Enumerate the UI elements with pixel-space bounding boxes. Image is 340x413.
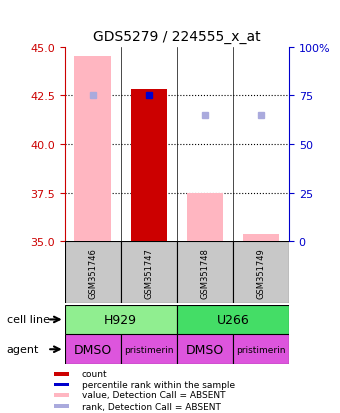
Text: pristimerin: pristimerin [124, 345, 173, 354]
Bar [121, 335, 177, 364]
Text: GSM351746: GSM351746 [88, 247, 97, 298]
Bar [187, 193, 223, 242]
Bar [54, 404, 69, 408]
Bar [121, 242, 177, 304]
Text: DMSO: DMSO [186, 343, 224, 356]
Bar [233, 242, 289, 304]
Bar [65, 305, 177, 335]
Text: DMSO: DMSO [73, 343, 112, 356]
Text: value, Detection Call = ABSENT: value, Detection Call = ABSENT [82, 390, 225, 399]
Bar [54, 382, 69, 387]
Bar [74, 57, 111, 242]
Bar [177, 335, 233, 364]
Bar [177, 305, 289, 335]
Text: rank, Detection Call = ABSENT: rank, Detection Call = ABSENT [82, 402, 220, 411]
Text: H929: H929 [104, 313, 137, 326]
Bar [243, 235, 279, 242]
Text: U266: U266 [217, 313, 249, 326]
Text: agent: agent [7, 344, 39, 354]
Text: percentile rank within the sample: percentile rank within the sample [82, 380, 235, 389]
Text: GSM351747: GSM351747 [144, 247, 153, 298]
Bar [233, 335, 289, 364]
Text: pristimerin: pristimerin [236, 345, 286, 354]
Text: cell line: cell line [7, 315, 50, 325]
Title: GDS5279 / 224555_x_at: GDS5279 / 224555_x_at [93, 30, 261, 44]
Text: GSM351749: GSM351749 [256, 247, 266, 298]
Bar [65, 335, 121, 364]
Text: GSM351748: GSM351748 [200, 247, 209, 298]
Bar [177, 242, 233, 304]
Bar [54, 393, 69, 397]
Bar [65, 242, 121, 304]
Bar [54, 372, 69, 376]
Text: count: count [82, 370, 107, 379]
Bar [131, 90, 167, 242]
